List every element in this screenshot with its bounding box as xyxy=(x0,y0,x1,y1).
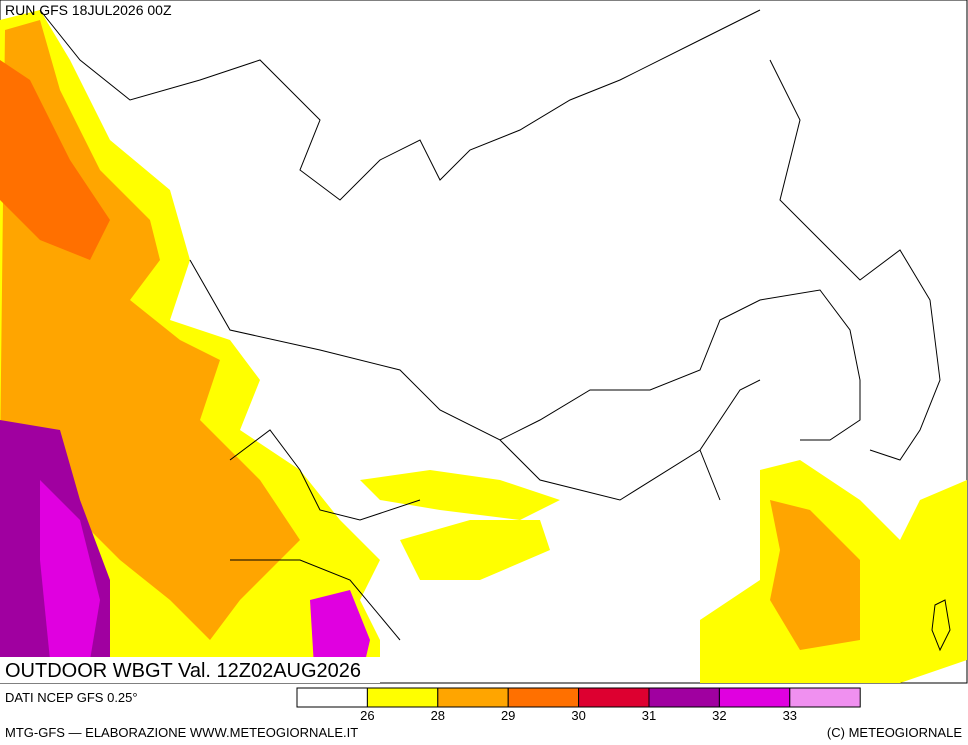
level-label: 30 xyxy=(571,708,585,723)
footer-right: (C) METEOGIORNALE xyxy=(827,725,962,740)
footer-left: MTG-GFS — ELABORAZIONE WWW.METEOGIORNALE… xyxy=(5,725,358,740)
run-label: RUN GFS 18JUL2026 00Z xyxy=(5,2,172,18)
level-label: 31 xyxy=(642,708,656,723)
color-swatch xyxy=(366,687,439,708)
level-label: 32 xyxy=(712,708,726,723)
level-label: 26 xyxy=(360,708,374,723)
level-label: 28 xyxy=(431,708,445,723)
color-swatch xyxy=(507,687,580,708)
coastline-north xyxy=(39,9,761,201)
level-label: 29 xyxy=(501,708,515,723)
colorbar: 26 28 29 30 31 32 33 xyxy=(296,687,861,723)
level-label: 33 xyxy=(783,708,797,723)
island xyxy=(931,599,951,652)
color-swatch xyxy=(789,687,861,708)
color-swatch xyxy=(437,687,509,708)
map-title: OUTDOOR WBGT Val. 12Z02AUG2026 xyxy=(5,660,361,682)
border-central xyxy=(229,429,421,641)
field-yellow-3 xyxy=(360,470,560,520)
color-swatch xyxy=(578,687,650,708)
border-russia xyxy=(189,259,861,441)
coastline-east xyxy=(769,59,941,461)
field-dark-orange xyxy=(0,60,110,260)
field-magenta xyxy=(40,480,100,660)
field-orange-2 xyxy=(770,500,860,650)
color-swatch xyxy=(648,687,720,708)
field-yellow-2 xyxy=(400,520,550,580)
title-box xyxy=(0,657,380,683)
border-mongolia xyxy=(499,379,761,501)
source: DATI NCEP GFS 0.25° xyxy=(5,690,138,705)
color-swatch xyxy=(296,687,368,708)
color-swatch xyxy=(718,687,791,708)
map xyxy=(0,0,968,684)
